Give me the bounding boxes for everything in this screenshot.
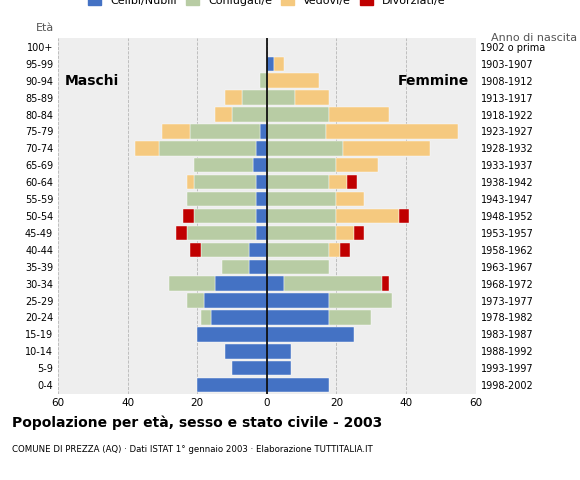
Text: Maschi: Maschi bbox=[65, 74, 119, 88]
Bar bbox=[232, 361, 267, 375]
Bar bbox=[267, 327, 354, 342]
Bar bbox=[340, 243, 350, 257]
Bar bbox=[194, 158, 253, 172]
Bar bbox=[194, 209, 256, 223]
Bar bbox=[225, 90, 242, 105]
Bar bbox=[162, 124, 190, 139]
Bar bbox=[135, 141, 159, 156]
Bar bbox=[336, 226, 354, 240]
Bar bbox=[295, 90, 329, 105]
Text: Anno di nascita: Anno di nascita bbox=[491, 33, 577, 43]
Bar bbox=[256, 226, 267, 240]
Bar bbox=[260, 124, 267, 139]
Bar bbox=[211, 310, 267, 324]
Bar bbox=[267, 90, 295, 105]
Bar bbox=[267, 361, 291, 375]
Bar bbox=[267, 141, 343, 156]
Bar bbox=[183, 209, 194, 223]
Bar bbox=[267, 260, 329, 274]
Bar bbox=[187, 175, 194, 190]
Bar bbox=[336, 158, 378, 172]
Bar bbox=[225, 344, 267, 359]
Bar bbox=[242, 90, 267, 105]
Bar bbox=[201, 243, 249, 257]
Bar bbox=[201, 310, 211, 324]
Bar bbox=[267, 192, 336, 206]
Text: Età: Età bbox=[37, 24, 55, 33]
Bar bbox=[215, 108, 232, 122]
Legend: Celibi/Nubili, Coniugati/e, Vedovi/e, Divorziati/e: Celibi/Nubili, Coniugati/e, Vedovi/e, Di… bbox=[88, 0, 445, 6]
Bar bbox=[169, 276, 215, 291]
Bar bbox=[197, 327, 267, 342]
Bar bbox=[190, 243, 201, 257]
Text: COMUNE DI PREZZA (AQ) · Dati ISTAT 1° gennaio 2003 · Elaborazione TUTTITALIA.IT: COMUNE DI PREZZA (AQ) · Dati ISTAT 1° ge… bbox=[12, 445, 372, 455]
Bar bbox=[260, 73, 267, 88]
Bar bbox=[232, 108, 267, 122]
Bar bbox=[329, 293, 392, 308]
Bar bbox=[267, 310, 329, 324]
Bar bbox=[249, 243, 267, 257]
Bar bbox=[187, 293, 204, 308]
Bar bbox=[267, 57, 274, 71]
Bar bbox=[329, 175, 347, 190]
Bar bbox=[267, 209, 336, 223]
Bar bbox=[267, 124, 326, 139]
Bar bbox=[187, 226, 256, 240]
Bar bbox=[204, 293, 267, 308]
Bar bbox=[253, 158, 267, 172]
Bar bbox=[215, 276, 267, 291]
Bar bbox=[329, 243, 340, 257]
Bar bbox=[222, 260, 249, 274]
Bar bbox=[256, 192, 267, 206]
Bar bbox=[256, 209, 267, 223]
Bar bbox=[382, 276, 389, 291]
Bar bbox=[336, 192, 364, 206]
Bar bbox=[267, 158, 336, 172]
Bar bbox=[329, 108, 389, 122]
Bar bbox=[399, 209, 409, 223]
Bar bbox=[187, 192, 256, 206]
Bar bbox=[249, 260, 267, 274]
Bar bbox=[343, 141, 430, 156]
Bar bbox=[267, 293, 329, 308]
Bar bbox=[190, 124, 260, 139]
Bar bbox=[274, 57, 284, 71]
Bar bbox=[176, 226, 187, 240]
Bar bbox=[336, 209, 399, 223]
Bar bbox=[194, 175, 256, 190]
Bar bbox=[347, 175, 357, 190]
Bar bbox=[326, 124, 458, 139]
Bar bbox=[256, 175, 267, 190]
Bar bbox=[284, 276, 382, 291]
Text: Femmine: Femmine bbox=[397, 74, 469, 88]
Bar bbox=[159, 141, 256, 156]
Bar bbox=[197, 378, 267, 392]
Bar bbox=[256, 141, 267, 156]
Bar bbox=[267, 378, 329, 392]
Bar bbox=[267, 276, 284, 291]
Text: Popolazione per età, sesso e stato civile - 2003: Popolazione per età, sesso e stato civil… bbox=[12, 415, 382, 430]
Bar bbox=[267, 73, 319, 88]
Bar bbox=[329, 310, 371, 324]
Bar bbox=[354, 226, 364, 240]
Bar bbox=[267, 226, 336, 240]
Bar bbox=[267, 108, 329, 122]
Bar bbox=[267, 243, 329, 257]
Bar bbox=[267, 175, 329, 190]
Bar bbox=[267, 344, 291, 359]
